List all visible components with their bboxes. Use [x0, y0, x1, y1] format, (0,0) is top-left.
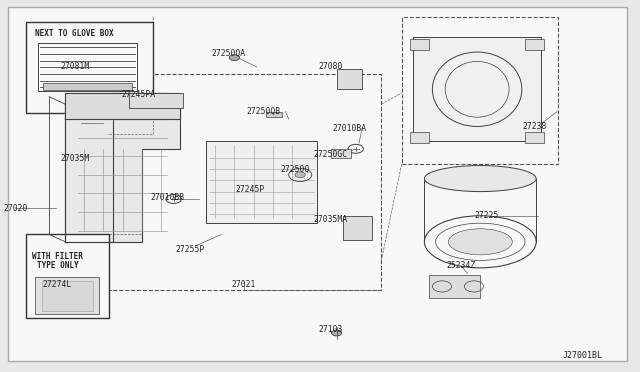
Bar	[35, 277, 99, 314]
Text: 27035MA: 27035MA	[313, 215, 348, 224]
Text: NEXT TO GLOVE BOX: NEXT TO GLOVE BOX	[35, 29, 114, 38]
Bar	[410, 132, 429, 143]
Text: 27274L: 27274L	[43, 280, 72, 289]
Text: 27245P: 27245P	[236, 185, 265, 194]
Text: 27250GC: 27250GC	[313, 150, 348, 159]
Ellipse shape	[449, 229, 512, 255]
Bar	[129, 93, 183, 108]
Bar	[107, 74, 381, 290]
Bar	[266, 112, 282, 117]
Bar	[38, 43, 138, 91]
Text: 27080: 27080	[318, 62, 342, 71]
Text: 27238: 27238	[522, 122, 547, 131]
Text: 27250QA: 27250QA	[211, 49, 245, 58]
Bar	[525, 39, 544, 50]
Text: 27021: 27021	[232, 280, 256, 289]
Bar	[413, 37, 541, 141]
Bar	[337, 69, 362, 89]
Bar	[26, 234, 109, 318]
Text: 27010BB: 27010BB	[150, 193, 184, 202]
Bar	[343, 216, 372, 240]
Text: 27255P: 27255P	[175, 245, 204, 254]
Text: 27225: 27225	[474, 211, 499, 220]
Text: 27035M: 27035M	[60, 154, 90, 163]
Ellipse shape	[424, 166, 536, 192]
Bar	[26, 22, 154, 113]
Bar	[525, 132, 544, 143]
Bar	[402, 17, 558, 164]
Text: 27250Q: 27250Q	[280, 165, 310, 174]
Bar	[429, 275, 480, 298]
Circle shape	[229, 55, 239, 61]
Text: WITH FILTER: WITH FILTER	[32, 252, 83, 261]
Bar	[410, 39, 429, 50]
Text: 27081M: 27081M	[60, 62, 90, 71]
Bar	[43, 83, 132, 90]
Text: 27103: 27103	[318, 325, 342, 334]
Text: 25234Z: 25234Z	[447, 262, 476, 270]
Text: 27020: 27020	[3, 204, 28, 213]
Bar	[205, 141, 317, 223]
Bar	[42, 281, 93, 311]
Circle shape	[332, 330, 342, 336]
Text: 27010BA: 27010BA	[332, 124, 367, 133]
Polygon shape	[65, 93, 180, 119]
Polygon shape	[65, 104, 180, 242]
Text: TYPE ONLY: TYPE ONLY	[36, 262, 78, 270]
Bar	[332, 149, 351, 158]
Text: 27245PA: 27245PA	[122, 90, 156, 99]
Text: 27250QB: 27250QB	[246, 107, 280, 116]
Circle shape	[295, 172, 305, 178]
Text: J27001BL: J27001BL	[563, 351, 602, 360]
